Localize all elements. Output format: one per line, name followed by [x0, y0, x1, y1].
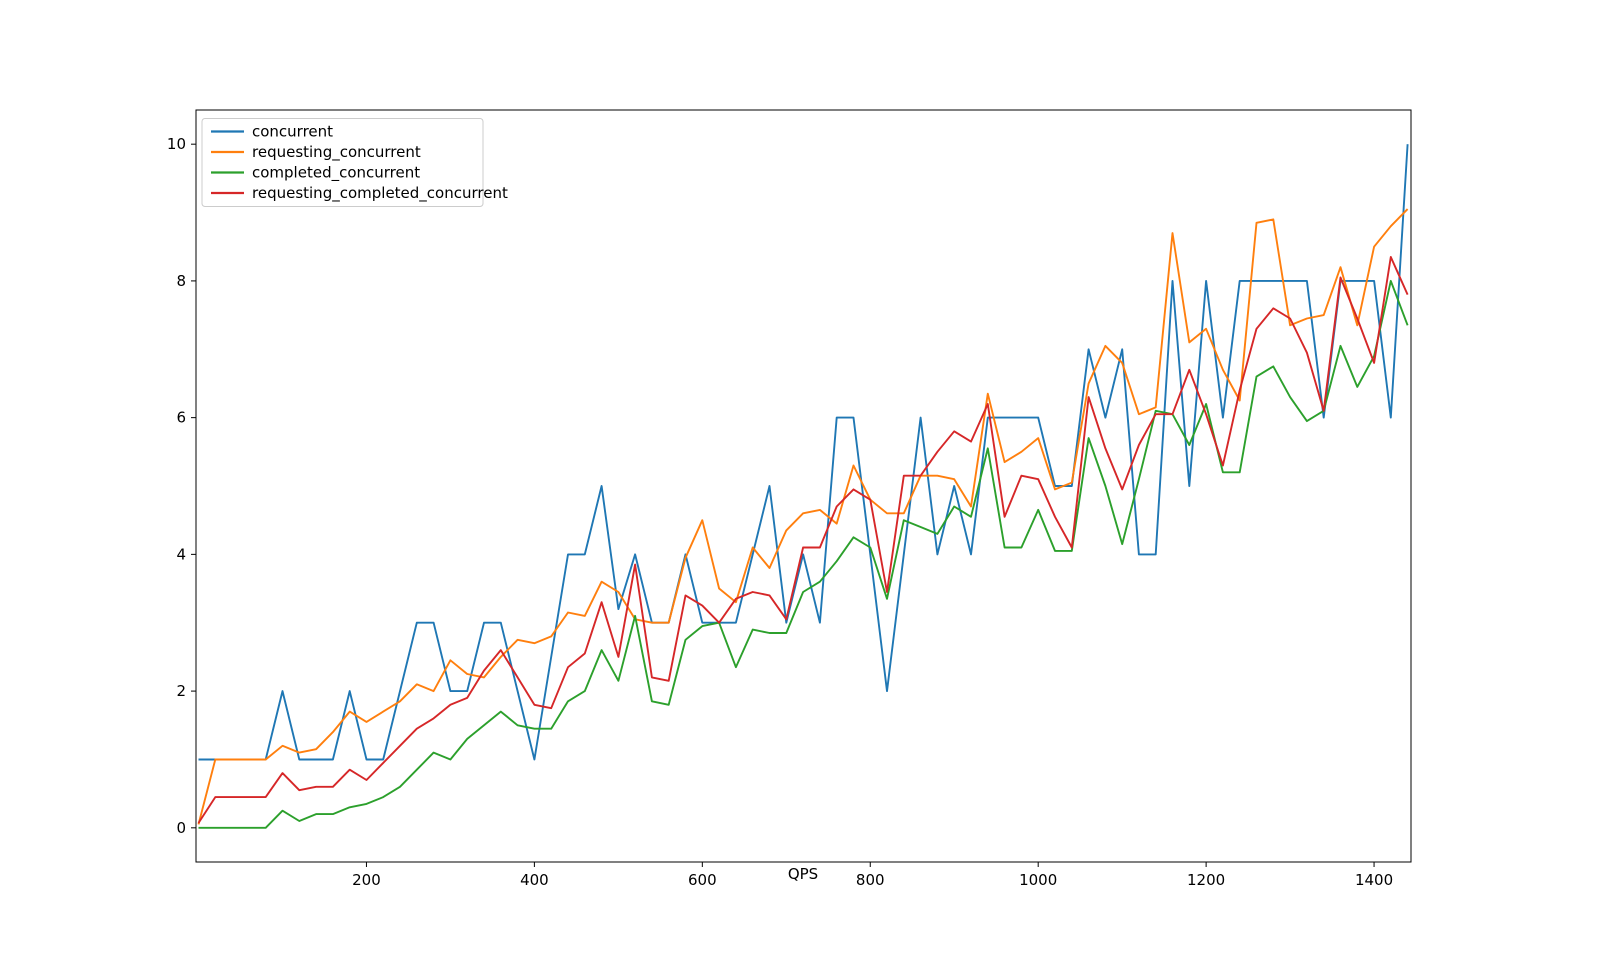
- x-tick-label: 1400: [1355, 871, 1393, 889]
- y-tick-label: 10: [167, 135, 186, 153]
- series-lines: [197, 144, 1409, 829]
- legend-box: [201, 118, 484, 207]
- x-tick-label: 1000: [1019, 871, 1057, 889]
- y-tick-label: 4: [176, 545, 186, 563]
- y-tick-label: 0: [176, 819, 186, 837]
- x-tick-label: 800: [856, 871, 885, 889]
- plot-frame: [195, 109, 1412, 863]
- y-tick-label: 2: [176, 682, 186, 700]
- series-line-requesting_concurrent: [197, 208, 1409, 825]
- x-tick-label: 200: [352, 871, 381, 889]
- legend-label-completed_concurrent: completed_concurrent: [252, 164, 420, 183]
- y-tick-label: 6: [176, 409, 186, 427]
- legend-label-requesting_completed_concurrent: requesting_completed_concurrent: [252, 184, 508, 203]
- x-tick-label: 1200: [1187, 871, 1225, 889]
- x-tick-label: 400: [520, 871, 549, 889]
- legend-label-requesting_concurrent: requesting_concurrent: [252, 143, 421, 162]
- axis-ticks: 200 400 600 800 1000 1200 1400 0 2 4 6 8 10: [167, 135, 1393, 889]
- legend-label-concurrent: concurrent: [252, 123, 333, 141]
- series-line-completed_concurrent: [198, 279, 1409, 829]
- series-line-concurrent: [198, 144, 1409, 761]
- y-tick-label: 8: [176, 272, 186, 290]
- x-tick-label: 600: [688, 871, 717, 889]
- x-axis-label: QPS: [788, 865, 818, 883]
- legend: concurrent requesting_concurrent completed…: [201, 118, 508, 207]
- series-line-requesting_completed_concurrent: [197, 256, 1409, 824]
